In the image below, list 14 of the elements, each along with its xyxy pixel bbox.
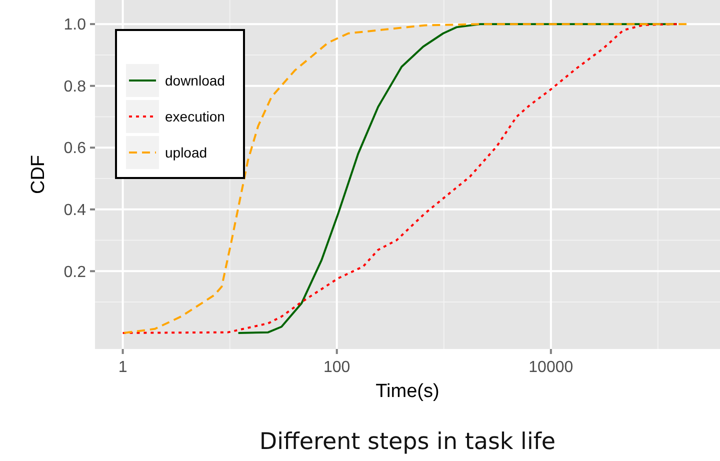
legend-label: download	[165, 72, 225, 88]
y-axis-title: CDF	[28, 154, 49, 194]
y-tick-label: 0.2	[64, 264, 86, 281]
y-tick-label: 0.8	[64, 78, 86, 96]
y-tick-label: 0.6	[64, 140, 86, 158]
legend-label: execution	[165, 108, 225, 124]
x-tick-label: 10000	[528, 359, 574, 376]
text: Different steps in task life	[259, 429, 556, 455]
y-tick-label: 0.4	[64, 202, 86, 219]
legend-label: upload	[165, 144, 208, 160]
x-axis-title: Time(s)	[376, 381, 440, 402]
x-tick-label: 100	[324, 359, 350, 376]
x-tick-label: 1	[118, 359, 128, 376]
y-tick-label: 1.0	[64, 16, 86, 34]
